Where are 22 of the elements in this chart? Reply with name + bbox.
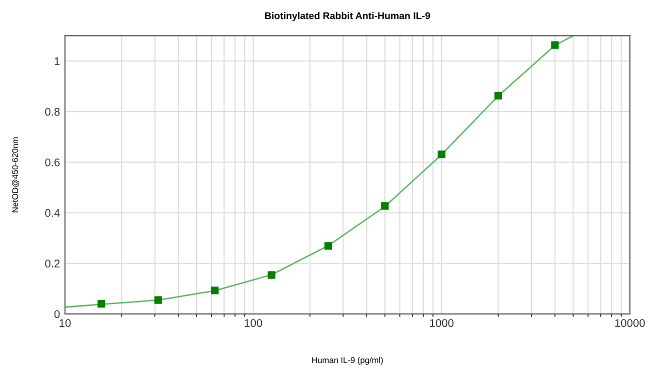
- point: [551, 41, 559, 49]
- x-tick-label: 10: [60, 319, 71, 327]
- point: [211, 286, 219, 294]
- x-tick-label: 100: [244, 319, 262, 327]
- point: [438, 150, 446, 158]
- x-tick-label: 1000: [430, 319, 454, 327]
- y-tick-label: 0: [54, 310, 60, 318]
- point: [324, 242, 332, 250]
- y-tick-label: 0.2: [45, 260, 60, 268]
- chart-title: Biotinylated Rabbit Anti-Human IL-9: [265, 12, 430, 22]
- point: [154, 296, 162, 304]
- point: [268, 271, 276, 279]
- y-tick-label: 0.6: [45, 158, 60, 166]
- y-axis-title: NetOD@450-620nm: [12, 137, 20, 212]
- point: [381, 202, 389, 210]
- x-axis-title: Human IL-9 (pg/ml): [312, 356, 383, 365]
- y-tick-label: 0.4: [45, 209, 60, 217]
- point: [494, 92, 502, 100]
- y-tick-label: 0.8: [45, 108, 60, 116]
- point: [98, 300, 106, 308]
- y-tick-label: 1: [54, 57, 60, 66]
- x-tick-label: 10000: [615, 319, 645, 327]
